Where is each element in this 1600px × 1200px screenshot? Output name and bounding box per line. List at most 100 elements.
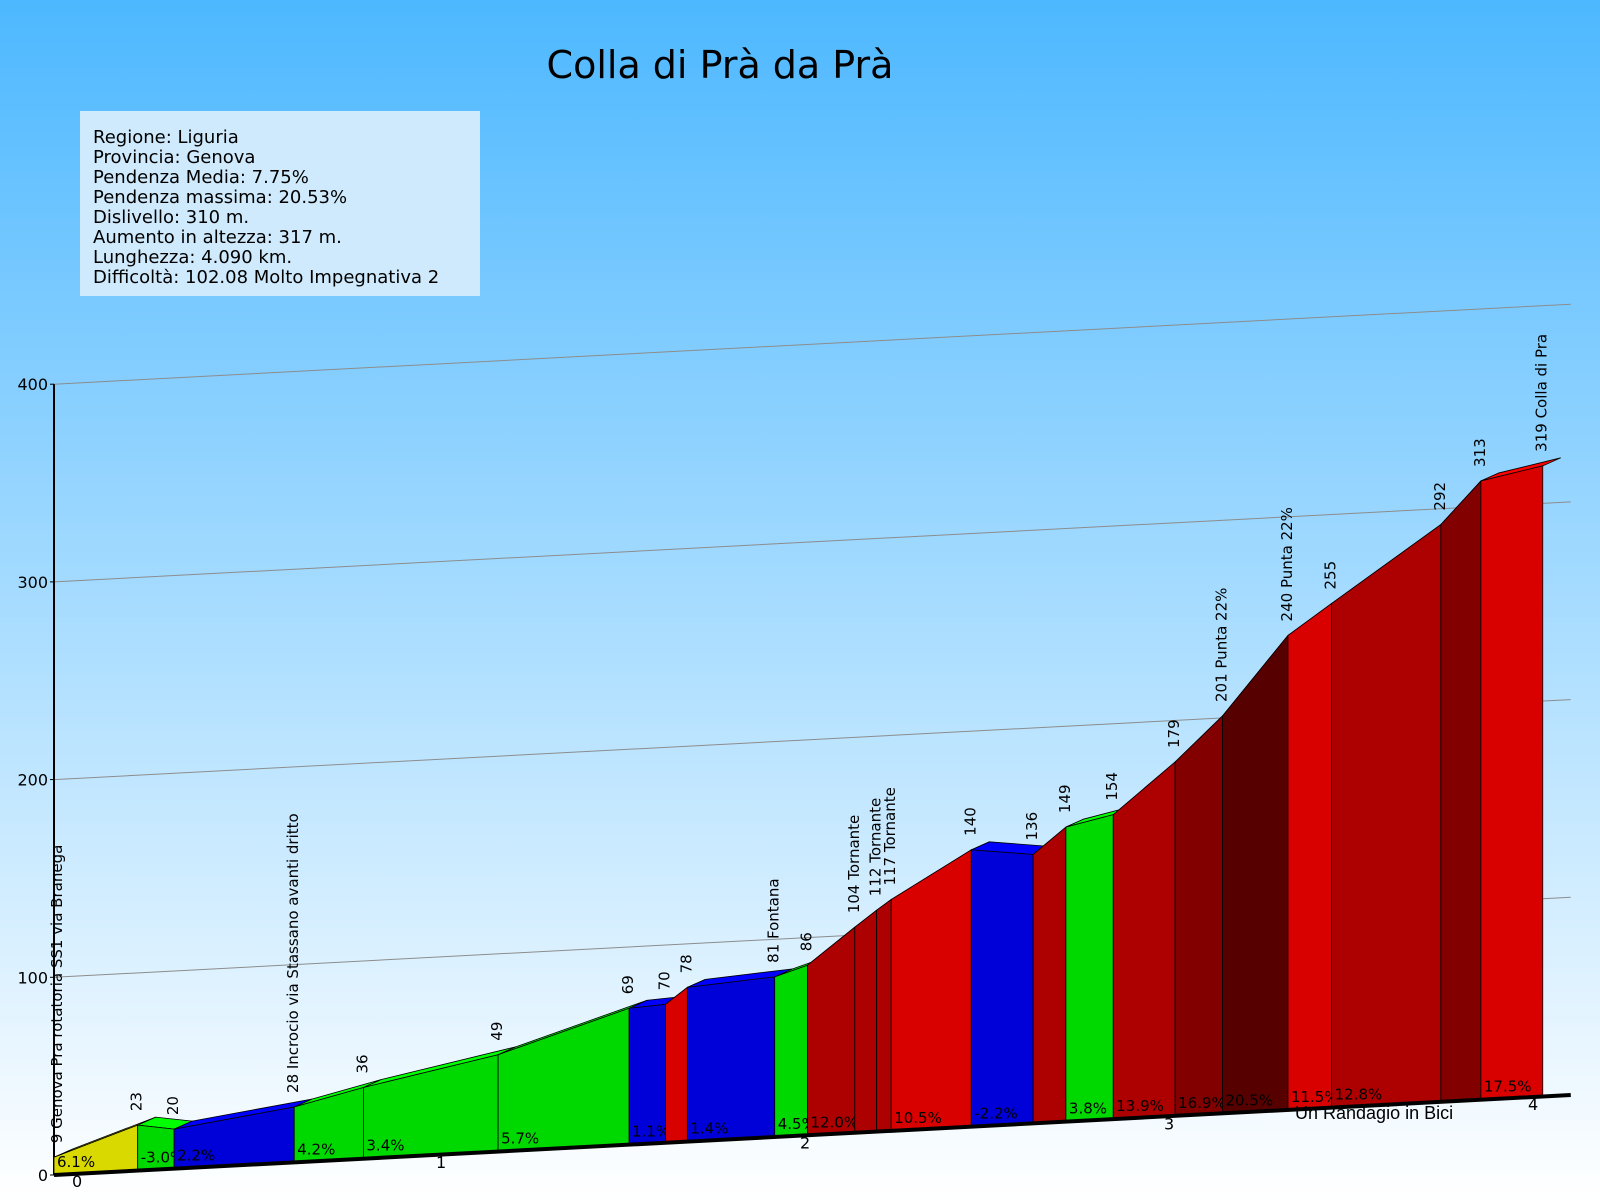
segment-grade-label: 4.2% — [297, 1140, 335, 1158]
info-elevation-difference: Dislivello: 310 m. — [93, 207, 249, 228]
point-label: 49 — [488, 1022, 506, 1041]
segment-front-face — [1174, 715, 1223, 1117]
segment-grade-label: 17.5% — [1484, 1078, 1532, 1096]
segment-grade-label: 5.7% — [501, 1130, 539, 1148]
profile-segment: 10.5% — [890, 841, 990, 1132]
point-label: 36 — [353, 1054, 371, 1073]
info-province: Provincia: Genova — [93, 147, 255, 168]
point-label: 292 — [1431, 482, 1449, 511]
profile-segment: 12.8% — [1331, 516, 1460, 1109]
point-label: 255 — [1322, 561, 1340, 590]
point-label: 179 — [1165, 719, 1183, 748]
segment-front-face — [665, 986, 688, 1144]
y-tick-label: 400 — [17, 375, 48, 394]
segment-grade-label: 6.1% — [57, 1153, 95, 1171]
segment-front-face — [890, 849, 972, 1132]
point-label: 117 Tornante — [881, 787, 899, 885]
profile-segment: -2.2% — [970, 841, 1052, 1128]
info-total-ascent: Aumento in altezza: 317 m. — [93, 227, 342, 248]
info-length: Lunghezza: 4.090 km. — [93, 247, 292, 268]
segment-grade-label: -2.2% — [974, 1105, 1018, 1123]
segment-front-face — [774, 964, 808, 1138]
profile-segment: 2.2% — [173, 1098, 313, 1170]
info-box-background — [80, 111, 480, 296]
segment-grade-label: 13.9% — [1116, 1097, 1164, 1115]
profile-segment: 6.1% — [53, 1116, 156, 1176]
segment-front-face — [1440, 479, 1482, 1103]
profile-segment: 5.7% — [497, 999, 648, 1152]
info-region: Regione: Liguria — [93, 127, 239, 148]
profile-segment: 1.4% — [686, 968, 793, 1143]
segment-grade-label: 4.5% — [778, 1115, 816, 1133]
segment-front-face — [854, 909, 878, 1134]
point-label: 9 Genova Pra rotatoria SS1 via Branega — [48, 845, 66, 1144]
segment-front-face — [970, 849, 1034, 1128]
info-max-grade: Pendenza massima: 20.53% — [93, 187, 347, 208]
segment-front-face — [1065, 814, 1114, 1123]
point-label: 78 — [677, 954, 695, 973]
x-axis-line — [53, 1092, 1571, 1177]
segment-grade-label: 1.4% — [690, 1120, 728, 1138]
point-labels: 9 Genova Pra rotatoria SS1 via Branega 23… — [48, 334, 1551, 1143]
segment-front-face — [1112, 761, 1176, 1120]
info-average-grade: Pendenza Media: 7.75% — [93, 167, 309, 188]
profile-segment: 1.1% — [628, 995, 684, 1146]
y-tick-label: 100 — [17, 968, 48, 987]
point-label: 69 — [619, 975, 637, 994]
x-tick-label: 4 — [1528, 1095, 1538, 1114]
segment-front-face — [1287, 602, 1333, 1111]
point-label: 201 Punta 22% — [1212, 588, 1230, 702]
segment-front-face — [1222, 634, 1289, 1114]
x-tick-label: 2 — [800, 1134, 810, 1153]
point-label: 20 — [164, 1096, 182, 1115]
segment-grade-label: 1.1% — [632, 1123, 670, 1141]
chart-title: Colla di Prà da Prà — [547, 43, 894, 87]
y-axis: 0 100 200 300 400 — [17, 375, 55, 1185]
point-label: 112 Tornante — [867, 798, 885, 896]
segment-front-face — [1032, 826, 1067, 1124]
segment-grade-label: 2.2% — [177, 1147, 215, 1165]
x-tick-label: 3 — [1164, 1114, 1174, 1133]
y-tick-label: 0 — [38, 1166, 48, 1185]
segment-grade-label: 3.8% — [1069, 1100, 1107, 1118]
y-tick-label: 200 — [17, 771, 48, 790]
point-label: 70 — [656, 971, 674, 990]
point-label: 240 Punta 22% — [1278, 507, 1296, 621]
point-label: 104 Tornante — [845, 815, 863, 913]
profile-segment: 4.2% — [293, 1079, 382, 1163]
info-box: Regione: Liguria Provincia: Genova Pende… — [80, 111, 480, 296]
info-difficulty: Difficoltà: 102.08 Molto Impegnativa 2 — [93, 267, 439, 288]
point-label: 23 — [128, 1092, 146, 1111]
y-tick-label: 300 — [17, 573, 48, 592]
segment-grade-label: 3.4% — [366, 1137, 404, 1155]
segment-grade-label: 20.5% — [1225, 1091, 1273, 1109]
point-label: 313 — [1471, 438, 1489, 467]
segment-front-face — [686, 976, 776, 1143]
point-label: 81 Fontana — [765, 878, 783, 962]
point-label: 154 — [1103, 772, 1121, 801]
credit-text: Un Randagio in Bici — [1295, 1103, 1453, 1123]
segment-grade-label: 16.9% — [1178, 1094, 1226, 1112]
segment-grade-label: 11.5% — [1291, 1088, 1339, 1106]
segment-front-face — [876, 898, 892, 1133]
point-label: 28 Incrocio via Stassano avanti dritto — [284, 813, 302, 1093]
point-label: 319 Colla di Pra — [1533, 334, 1551, 452]
profile-segments: 6.1% -3.0%2.2% 4.2% 3.4% 5.7% 1.1% 1.4% 4.5%12.… — [53, 457, 1561, 1176]
segment-front-face — [1331, 523, 1442, 1109]
grid-line — [53, 501, 1571, 583]
segment-grade-label: 12.8% — [1335, 1086, 1383, 1104]
segment-grade-label: -3.0% — [141, 1149, 185, 1167]
segment-grade-label: 12.0% — [810, 1113, 858, 1131]
segment-grade-label: 10.5% — [894, 1109, 942, 1127]
point-label: 136 — [1023, 812, 1041, 841]
point-label: 149 — [1056, 784, 1074, 813]
point-label: 86 — [797, 932, 815, 951]
grid-line — [53, 303, 1571, 385]
profile-segment: 17.5% — [1480, 457, 1561, 1101]
x-tick-label: 0 — [72, 1172, 82, 1191]
x-tick-label: 1 — [436, 1153, 446, 1172]
point-label: 140 — [961, 807, 979, 836]
segment-front-face — [1480, 465, 1544, 1101]
